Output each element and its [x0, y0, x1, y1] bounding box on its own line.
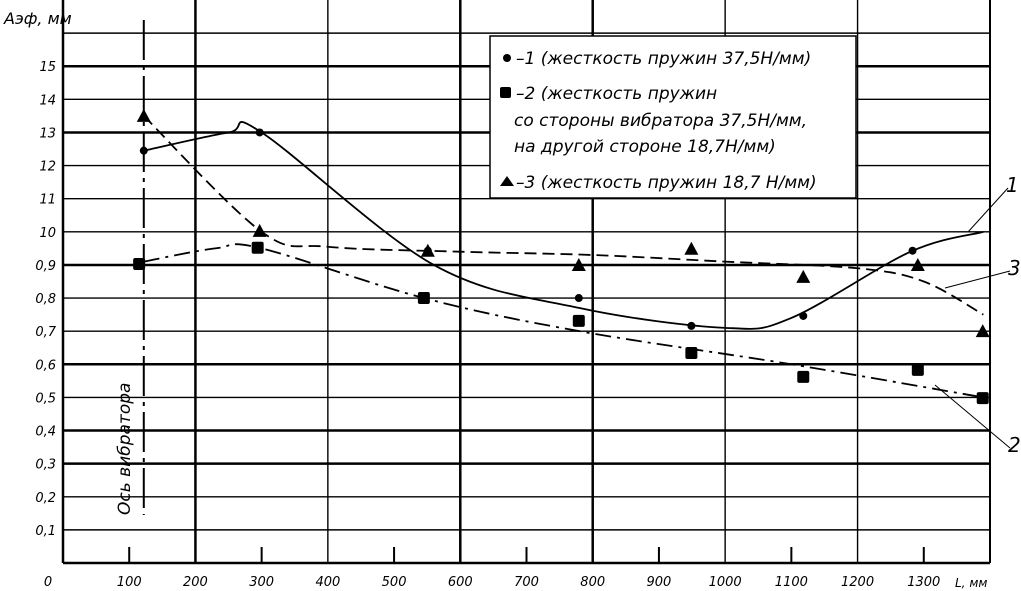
square-marker — [685, 347, 698, 360]
x-tick-label: 1200 — [841, 575, 874, 590]
curve-leader-line — [967, 187, 1009, 233]
y-tick-label: 0,4 — [35, 425, 56, 440]
legend-circle-marker — [503, 54, 511, 62]
legend-triangle-marker — [500, 176, 514, 186]
x-tick-label: 200 — [183, 575, 208, 590]
y-tick-label: 0,8 — [35, 292, 56, 307]
y-tick-label: 0,9 — [35, 259, 56, 274]
x-tick-label: 600 — [448, 575, 473, 590]
x-tick-label: 800 — [580, 575, 605, 590]
y-tick-label: 13 — [39, 126, 56, 141]
y-axis-label: Aэф, мм — [3, 9, 72, 28]
triangle-marker — [910, 257, 925, 271]
triangle-marker — [684, 241, 699, 255]
square-marker — [417, 292, 430, 305]
legend-item-1: –1 (жесткость пружин 37,5Н/мм) — [516, 49, 811, 69]
x-tick-label: 700 — [514, 575, 539, 590]
markers — [133, 108, 990, 405]
x-tick-label: 300 — [249, 575, 274, 590]
square-marker — [976, 392, 989, 405]
y-tick-label: 0,5 — [35, 391, 56, 406]
x-tick-label: 1000 — [709, 575, 742, 590]
curve-series-2 — [143, 243, 984, 399]
curve-series-1 — [143, 121, 984, 330]
legend-item-3: –3 (жесткость пружин 18,7 Н/мм) — [516, 173, 817, 193]
square-marker — [911, 363, 924, 376]
y-tick-label: 0,3 — [35, 458, 56, 473]
y-tick-label: 0,2 — [35, 491, 56, 506]
axes: 15 14 13 12 11 10 0,9 0,8 0,7 0,6 0,5 0,4 0,3 0,2 0,1 0… — [35, 0, 991, 590]
curve-leader-line — [944, 270, 1011, 289]
y-tick-label: 10 — [39, 226, 56, 241]
curve-series-3 — [143, 115, 984, 316]
circle-marker — [574, 294, 583, 303]
legend-box — [489, 35, 857, 199]
legend-square-marker — [500, 87, 511, 98]
circle-marker — [799, 311, 808, 320]
circle-marker — [255, 128, 264, 137]
y-tick-label: 15 — [39, 60, 56, 75]
y-tick-label: 12 — [39, 160, 56, 175]
triangle-marker — [420, 243, 435, 257]
curve-label: 2 — [1008, 433, 1021, 457]
x-tick-label: 1300 — [907, 575, 940, 590]
square-marker — [572, 314, 585, 327]
x-tick-label: 1100 — [775, 575, 808, 590]
y-tick-label: 11 — [39, 193, 56, 208]
legend-item-2b: со стороны вибратора 37,5Н/мм, — [514, 111, 807, 131]
circle-marker — [687, 321, 696, 330]
curve-leader-line — [934, 384, 1011, 449]
triangle-marker — [252, 223, 267, 237]
x-axis-label: L, мм — [955, 576, 987, 590]
triangle-marker — [136, 108, 151, 122]
x-tick-label: 400 — [315, 575, 340, 590]
curves: 1 2 3 — [143, 115, 1021, 457]
y-tick-label: 14 — [39, 93, 56, 108]
circle-marker — [139, 146, 148, 155]
triangle-marker — [571, 257, 586, 271]
y-tick-label: 0,7 — [35, 325, 56, 340]
square-marker — [251, 241, 264, 254]
y-tick-label: 0,1 — [35, 524, 56, 539]
triangle-marker — [796, 269, 811, 283]
circle-marker — [908, 246, 917, 255]
curve-label: 1 — [1006, 173, 1019, 197]
legend-item-2c: на другой стороне 18,7Н/мм) — [514, 137, 776, 157]
vibrator-axis-label: Ось вибратора — [115, 383, 135, 515]
square-marker — [797, 370, 810, 383]
x-tick-label: 100 — [117, 575, 142, 590]
legend: –1 (жесткость пружин 37,5Н/мм) –2 (жестк… — [489, 35, 857, 199]
curve-label: 3 — [1008, 256, 1021, 280]
x-tick-label: 0 — [44, 575, 52, 590]
x-tick-label: 500 — [382, 575, 407, 590]
y-tick-label: 0,6 — [35, 358, 56, 373]
square-marker — [133, 257, 146, 270]
x-tick-label: 900 — [647, 575, 672, 590]
legend-item-2a: –2 (жесткость пружин — [516, 84, 717, 104]
triangle-marker — [975, 324, 990, 338]
